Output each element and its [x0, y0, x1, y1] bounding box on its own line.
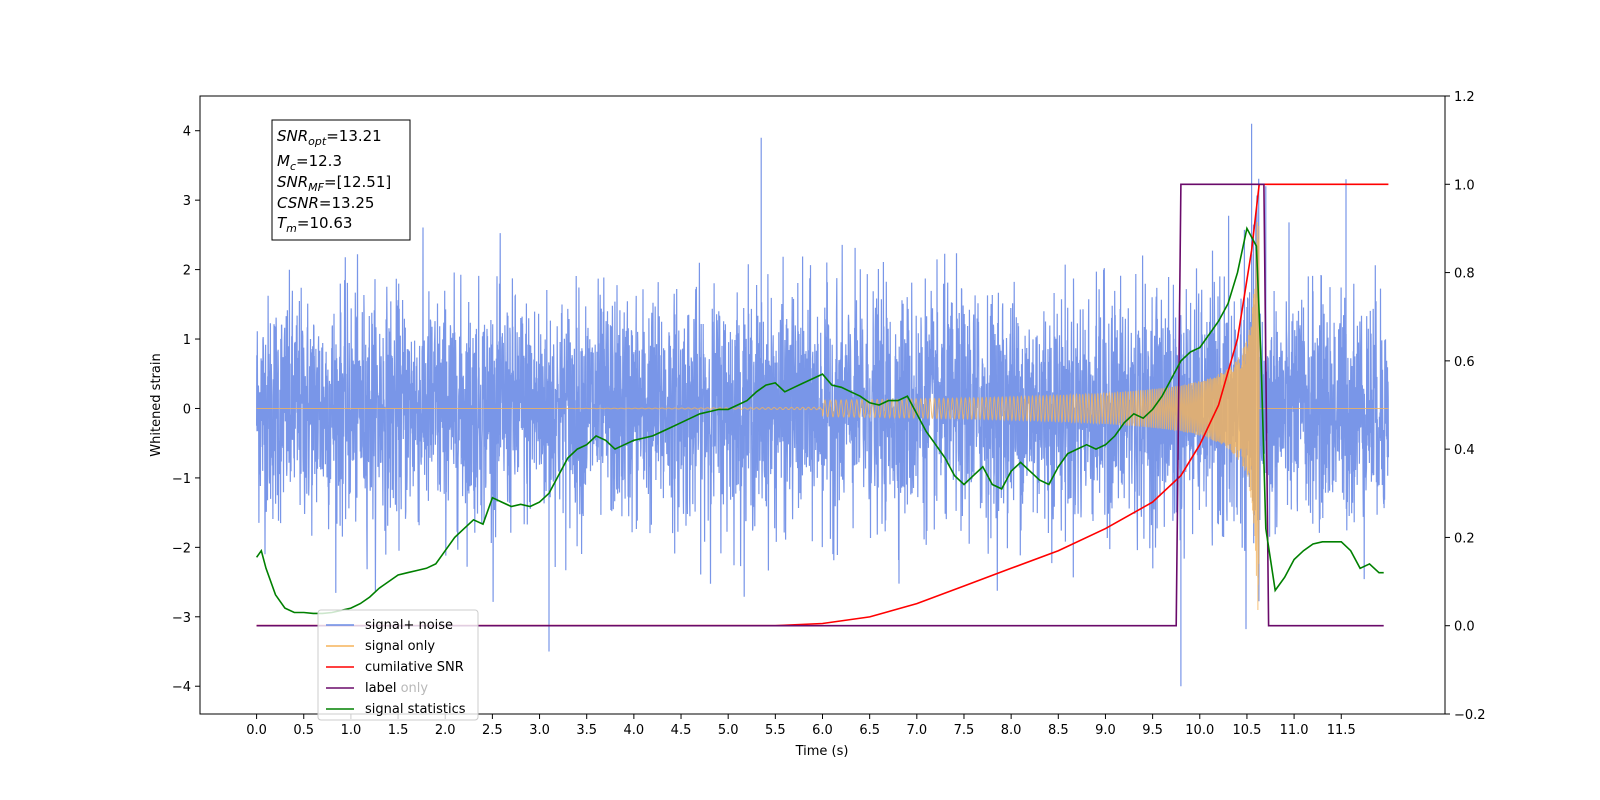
- x-tick-label: 11.5: [1327, 723, 1356, 738]
- y-left-tick-label: 0: [183, 402, 191, 417]
- x-tick-label: 7.5: [954, 723, 975, 738]
- series-layer: [255, 123, 1389, 687]
- y-right-tick-label: −0.2: [1454, 708, 1486, 723]
- snr-mf-annotation: SNRMF=[12.51]: [277, 173, 391, 194]
- y-left-tick-label: 4: [183, 125, 191, 140]
- x-tick-label: 8.0: [1001, 723, 1022, 738]
- legend-label-label: label: [365, 681, 396, 696]
- y-axis-right: −0.2 0.0 0.2 0.4 0.6 0.8 1.0 1.2: [1445, 90, 1486, 723]
- x-tick-label: 6.5: [859, 723, 880, 738]
- mc-annotation: Mc=12.3: [277, 152, 342, 173]
- y-axis-title: Whitened strain: [149, 353, 164, 456]
- x-tick-label: 2.0: [435, 723, 456, 738]
- y-left-tick-label: 1: [183, 333, 191, 348]
- x-tick-label: 2.5: [482, 723, 503, 738]
- y-right-tick-label: 1.0: [1454, 178, 1475, 193]
- x-tick-label: 1.5: [388, 723, 409, 738]
- x-axis-title: Time (s): [795, 744, 849, 759]
- x-tick-label: 6.0: [812, 723, 833, 738]
- tm-annotation: Tm=10.63: [277, 214, 352, 235]
- snr-opt-annotation: SNRopt=13.21: [277, 127, 382, 148]
- y-left-tick-label: −1: [172, 472, 191, 487]
- y-left-tick-label: −2: [172, 541, 191, 556]
- y-left-tick-label: −3: [172, 611, 191, 626]
- y-left-tick-label: 2: [183, 264, 191, 279]
- x-tick-label: 0.0: [246, 723, 267, 738]
- y-right-tick-label: 0.4: [1454, 443, 1475, 458]
- y-right-tick-label: 0.8: [1454, 267, 1475, 282]
- y-left-tick-label: 3: [183, 194, 191, 209]
- x-tick-label: 7.0: [906, 723, 927, 738]
- legend-label-cumulative-snr: cumilative SNR: [365, 660, 464, 675]
- x-tick-label: 4.5: [671, 723, 692, 738]
- x-tick-label: 10.0: [1185, 723, 1214, 738]
- legend-label-label-only: label only: [365, 681, 428, 696]
- signal-statistics-line: [255, 226, 1384, 615]
- signal-only-line: [256, 221, 1389, 611]
- stats-annotation-box: SNRopt=13.21 Mc=12.3 SNRMF=[12.51] CSNR=…: [271, 119, 411, 241]
- x-tick-label: 9.0: [1095, 723, 1116, 738]
- y-left-tick-label: −4: [172, 680, 191, 695]
- x-tick-label: 10.5: [1232, 723, 1261, 738]
- legend-label-signal-only: signal only: [365, 639, 435, 654]
- x-tick-label: 0.5: [293, 723, 314, 738]
- x-tick-label: 3.5: [576, 723, 597, 738]
- y-right-tick-label: 0.0: [1454, 620, 1475, 635]
- x-tick-label: 5.0: [718, 723, 739, 738]
- legend-label-signal-noise: signal+ noise: [365, 618, 453, 633]
- y-right-tick-label: 0.2: [1454, 531, 1475, 546]
- x-tick-label: 9.5: [1142, 723, 1163, 738]
- legend-label-signal-statistics: signal statistics: [365, 702, 466, 717]
- x-tick-label: 5.5: [765, 723, 786, 738]
- x-tick-label: 4.0: [624, 723, 645, 738]
- y-right-tick-label: 0.6: [1454, 355, 1475, 370]
- x-axis: 0.0 0.5 1.0 1.5 2.0 2.5 3.0 3.5 4.0 4.5 5.0 5.5 6.0 6…: [246, 714, 1356, 738]
- legend: signal+ noise signal only cumilative SNR…: [317, 609, 479, 721]
- label-line: [256, 183, 1384, 627]
- x-tick-label: 11.0: [1280, 723, 1309, 738]
- cumulative-snr-line: [256, 183, 1389, 627]
- legend-frame: [317, 609, 479, 721]
- x-tick-label: 3.0: [529, 723, 550, 738]
- y-right-tick-label: 1.2: [1454, 90, 1475, 105]
- x-tick-label: 1.0: [341, 723, 362, 738]
- csnr-annotation: CSNR=13.25: [277, 194, 374, 212]
- y-axis-left: −4 −3 −2 −1 0 1 2 3 4: [172, 125, 200, 695]
- x-tick-label: 8.5: [1048, 723, 1069, 738]
- stats-box-frame: [271, 119, 411, 241]
